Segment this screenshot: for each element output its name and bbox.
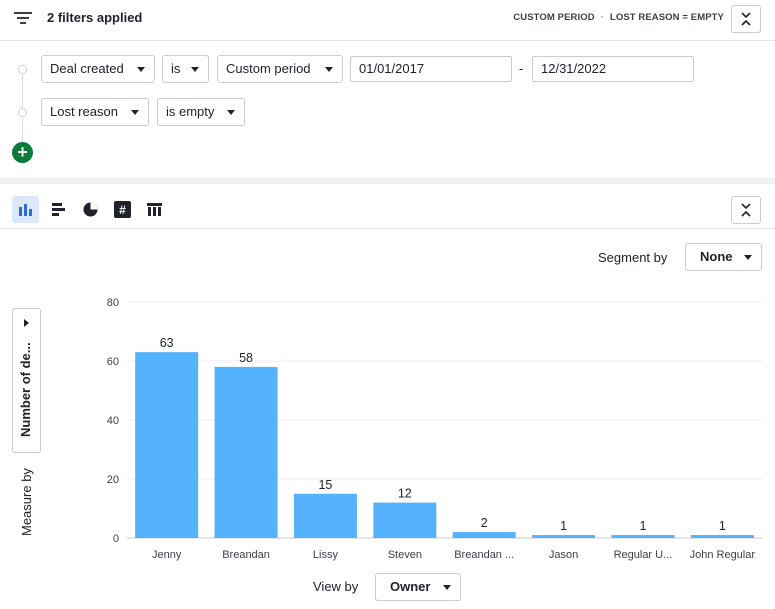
filter-icon[interactable] (14, 11, 32, 25)
data-label: 58 (239, 351, 253, 365)
filter-operator-value: is (171, 61, 181, 76)
pie-chart-icon (83, 202, 98, 217)
filter-field-select[interactable]: Lost reason (41, 98, 149, 126)
collapse-chart-button[interactable] (731, 196, 761, 224)
horizontal-bar-icon (52, 203, 65, 216)
measure-by-label: Measure by (19, 468, 34, 536)
bar (135, 352, 199, 538)
summary-lost-reason: LOST REASON = EMPTY (609, 12, 724, 23)
number-icon: # (114, 201, 131, 218)
filter-field-select[interactable]: Deal created (41, 55, 155, 83)
x-tick-label: Jenny (152, 549, 182, 561)
x-tick-label: Breandan (222, 549, 270, 561)
x-tick-label: Jason (549, 549, 578, 561)
bar-chart-icon (19, 204, 32, 216)
chevron-down-icon (137, 67, 145, 72)
bar (293, 493, 357, 538)
data-label: 63 (160, 336, 174, 350)
x-tick-label: Lissy (313, 549, 339, 561)
number-button[interactable]: # (109, 196, 136, 223)
data-label: 1 (560, 519, 567, 533)
chevron-down-icon (191, 67, 199, 72)
bar (532, 535, 596, 538)
add-filter-button[interactable]: + (12, 142, 33, 163)
pie-chart-button[interactable] (77, 196, 104, 223)
bar (690, 535, 754, 538)
period-value: Custom period (226, 61, 311, 76)
collapse-icon (741, 203, 751, 217)
y-tick-label: 80 (107, 297, 119, 309)
chevron-down-icon (443, 585, 451, 590)
filter-operator-value: is empty (166, 104, 215, 119)
period-select[interactable]: Custom period (217, 55, 343, 83)
filter-node (18, 65, 27, 74)
svg-text:#: # (119, 203, 126, 217)
filter-node (18, 108, 27, 117)
chevron-down-icon (227, 110, 235, 115)
y-tick-label: 40 (107, 415, 119, 427)
filter-operator-select[interactable]: is empty (157, 98, 245, 126)
x-tick-label: John Regular (690, 549, 756, 561)
segment-by-value: None (700, 249, 733, 264)
table-icon (147, 203, 162, 216)
date-range-separator: - (519, 61, 524, 76)
date-to-input[interactable]: 12/31/2022 (532, 56, 694, 82)
filters-title: 2 filters applied (47, 10, 143, 25)
data-label: 1 (639, 519, 646, 533)
collapse-icon (741, 12, 751, 26)
data-label: 15 (318, 478, 332, 492)
data-label: 2 (481, 516, 488, 530)
filter-operator-select[interactable]: is (162, 55, 209, 83)
collapse-filters-button[interactable] (731, 5, 761, 33)
bar (373, 502, 437, 538)
chevron-down-icon (744, 255, 752, 260)
chevron-right-icon (24, 319, 29, 327)
y-tick-label: 20 (107, 474, 119, 486)
chart-type-toolbar: # (0, 178, 775, 229)
chevron-down-icon (131, 110, 139, 115)
view-by-label: View by (313, 579, 359, 594)
y-tick-label: 60 (107, 356, 119, 368)
filter-summary: CUSTOM PERIOD · LOST REASON = EMPTY (513, 12, 724, 23)
summary-separator: · (600, 12, 604, 23)
x-tick-label: Steven (388, 549, 422, 561)
bar (452, 532, 516, 538)
chevron-down-icon (325, 67, 333, 72)
summary-period: CUSTOM PERIOD (513, 12, 595, 23)
date-from-input[interactable]: 01/01/2017 (350, 56, 512, 82)
bar-chart-button[interactable] (12, 196, 39, 223)
x-tick-label: Regular U... (614, 549, 673, 561)
y-tick-label: 0 (113, 533, 119, 545)
data-label: 12 (398, 487, 412, 501)
measure-by-value: Number of de... (18, 342, 33, 437)
bar (611, 535, 675, 538)
table-button[interactable] (141, 196, 168, 223)
view-by-value: Owner (390, 579, 431, 594)
filter-builder: + Deal created is Custom period 01/01/20… (0, 41, 775, 178)
filter-field-value: Deal created (50, 61, 124, 76)
x-tick-label: Breandan ... (454, 549, 514, 561)
bar (214, 366, 278, 538)
filter-header: 2 filters applied CUSTOM PERIOD · LOST REA… (0, 0, 775, 41)
data-label: 1 (719, 519, 726, 533)
filter-field-value: Lost reason (50, 104, 118, 119)
view-by-select[interactable]: Owner (375, 573, 461, 601)
measure-by-select[interactable]: Number of de... (12, 308, 41, 453)
horizontal-bar-button[interactable] (45, 196, 72, 223)
segment-by-select[interactable]: None (685, 243, 762, 271)
segment-by-label: Segment by (598, 250, 668, 265)
